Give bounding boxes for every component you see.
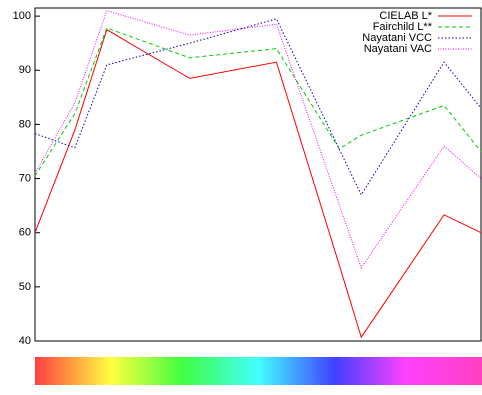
y-tick-label: 60 (19, 227, 31, 239)
hue-bar (35, 357, 482, 385)
series-line (34, 18, 482, 196)
y-tick-label: 90 (19, 64, 31, 76)
y-tick-label: 70 (19, 172, 31, 184)
series-line (34, 28, 482, 339)
legend-label: CIELAB L* (379, 10, 432, 22)
series-line (34, 10, 482, 270)
legend-label: Fairchild L** (373, 21, 433, 33)
plot-frame (34, 7, 482, 342)
y-tick-label: 50 (19, 281, 31, 293)
legend-label: Nayatani VAC (364, 43, 432, 55)
y-tick-label: 40 (19, 335, 31, 347)
legend-label: Nayatani VCC (362, 32, 432, 44)
y-tick-label: 80 (19, 118, 31, 130)
y-tick-label: 100 (13, 10, 31, 22)
